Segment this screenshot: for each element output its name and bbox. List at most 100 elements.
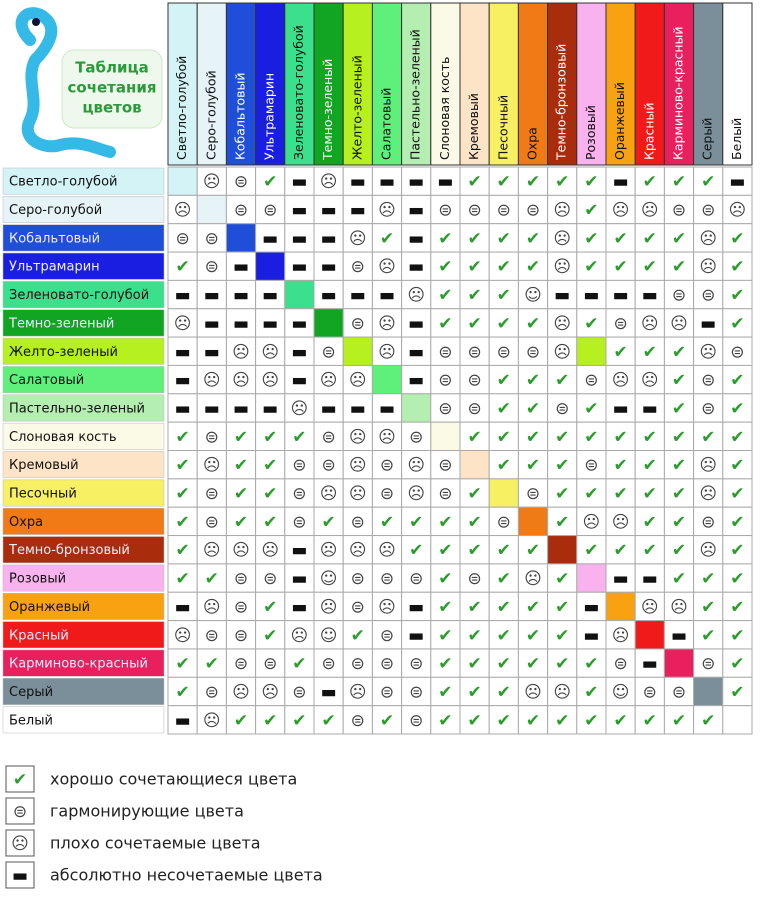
cell-icon: ☹ <box>203 711 221 731</box>
cell <box>693 648 724 678</box>
cell <box>401 393 432 423</box>
cell-icon: ▬ <box>379 172 395 192</box>
cell-icon: ✔ <box>526 314 540 334</box>
cell-icon: ✔ <box>526 541 540 561</box>
legend-icon: ▬ <box>12 866 28 886</box>
cell <box>313 251 344 281</box>
cell <box>255 194 286 225</box>
legend-icon: ⊜ <box>13 802 27 822</box>
cell-icon: ✔ <box>497 172 511 192</box>
cell <box>313 166 344 196</box>
cell-icon: ✔ <box>380 711 394 731</box>
cell-icon: ⊜ <box>380 484 394 504</box>
cell-icon: ✔ <box>730 512 744 532</box>
cell-icon: ✔ <box>497 229 511 249</box>
cell-icon: ✔ <box>555 371 569 391</box>
cell <box>576 336 607 366</box>
cell <box>693 620 724 650</box>
cell <box>693 506 724 537</box>
cell <box>488 166 519 196</box>
cell-icon: ⊜ <box>643 682 657 702</box>
column-header <box>693 2 724 166</box>
cell-icon: ⊜ <box>672 682 686 702</box>
cell <box>225 279 257 310</box>
cell-icon: ✔ <box>438 314 452 334</box>
cell <box>284 535 315 565</box>
cell-icon: ▬ <box>408 626 424 646</box>
cell <box>284 279 315 310</box>
cell-icon: ✔ <box>292 654 306 674</box>
cell-icon: ✔ <box>263 456 277 476</box>
logo-title: Таблица <box>75 59 149 77</box>
cell-icon: ▬ <box>408 314 424 334</box>
cell-icon: ☹ <box>378 257 396 277</box>
cell-icon: ⊜ <box>409 654 423 674</box>
cell-icon: ⊜ <box>438 484 452 504</box>
cell <box>722 648 753 678</box>
cell-icon: ⊜ <box>292 682 306 702</box>
cell-icon: ⊜ <box>321 456 335 476</box>
cell-icon: ☹ <box>174 626 192 646</box>
cell-icon: ▬ <box>408 371 424 391</box>
cell <box>342 563 373 593</box>
cell <box>722 705 753 735</box>
cell-icon: ⊜ <box>234 201 248 221</box>
cell-icon: ✔ <box>701 711 715 731</box>
row-header <box>2 394 165 422</box>
cell-icon: ▬ <box>291 371 307 391</box>
cell-icon: ☹ <box>349 427 367 447</box>
row-header-label: Песочный <box>9 487 77 502</box>
cell-icon: ▬ <box>408 172 424 192</box>
cell-icon: ⊜ <box>205 682 219 702</box>
cell <box>634 450 665 480</box>
cell <box>371 364 403 395</box>
cell-icon: ✔ <box>263 484 277 504</box>
cell <box>576 705 607 735</box>
cell-icon: ✔ <box>526 172 540 192</box>
cell <box>313 421 344 451</box>
cell <box>167 364 198 395</box>
cell-icon: ✔ <box>730 257 744 277</box>
cell <box>225 308 257 338</box>
cell-icon: ☹ <box>553 682 571 702</box>
cell <box>225 506 257 537</box>
cell-icon: ✔ <box>555 427 569 447</box>
cell <box>167 421 198 451</box>
cell-icon: ▬ <box>321 229 337 249</box>
cell-icon: ⊜ <box>175 229 189 249</box>
cell-icon: ⊜ <box>263 201 277 221</box>
cell-icon: ▬ <box>204 399 220 419</box>
cell-icon: ✔ <box>497 654 511 674</box>
cell <box>693 308 724 338</box>
cell-icon: ✔ <box>175 484 189 504</box>
cell-icon: ⊜ <box>497 512 511 532</box>
cell-icon: ⊜ <box>263 569 277 589</box>
cell-icon: ⊜ <box>321 342 335 362</box>
cell <box>371 393 403 423</box>
column-header-label: Пастельно-зеленый <box>408 29 423 160</box>
cell <box>313 705 344 735</box>
cell-icon: ✔ <box>175 654 189 674</box>
cell <box>634 648 665 678</box>
cell <box>196 194 227 225</box>
legend-label: хорошо сочетающиеся цвета <box>50 770 297 789</box>
cell-icon: ☹ <box>232 342 250 362</box>
row-header-label: Пастельно-зеленый <box>9 401 145 416</box>
cell-icon: ✔ <box>643 257 657 277</box>
cell-icon: ▬ <box>291 569 307 589</box>
cell-icon: ⊜ <box>380 654 394 674</box>
cell <box>371 421 403 451</box>
cell-icon: ✔ <box>321 512 335 532</box>
cell-icon: ▬ <box>613 172 629 192</box>
cell-icon: ✔ <box>497 257 511 277</box>
cell <box>693 450 724 480</box>
legend-box <box>5 861 35 889</box>
cell-icon: ✔ <box>467 257 481 277</box>
cell-icon: ⊜ <box>526 201 540 221</box>
cell-icon: ✔ <box>613 711 627 731</box>
cell-icon: ✔ <box>438 569 452 589</box>
cell-icon: ▬ <box>642 399 658 419</box>
row-header <box>2 422 165 450</box>
cell <box>576 251 607 281</box>
cell-icon: ✔ <box>234 427 248 447</box>
